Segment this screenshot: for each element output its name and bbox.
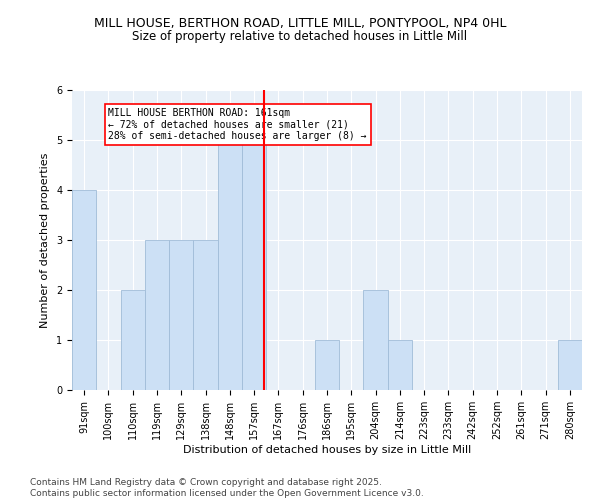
Text: MILL HOUSE BERTHON ROAD: 161sqm
← 72% of detached houses are smaller (21)
28% of: MILL HOUSE BERTHON ROAD: 161sqm ← 72% of… xyxy=(109,108,367,140)
Text: Size of property relative to detached houses in Little Mill: Size of property relative to detached ho… xyxy=(133,30,467,43)
X-axis label: Distribution of detached houses by size in Little Mill: Distribution of detached houses by size … xyxy=(183,445,471,455)
Bar xyxy=(72,190,96,390)
Bar xyxy=(364,290,388,390)
Text: MILL HOUSE, BERTHON ROAD, LITTLE MILL, PONTYPOOL, NP4 0HL: MILL HOUSE, BERTHON ROAD, LITTLE MILL, P… xyxy=(94,18,506,30)
Y-axis label: Number of detached properties: Number of detached properties xyxy=(40,152,50,328)
Bar xyxy=(169,240,193,390)
Bar xyxy=(193,240,218,390)
Bar xyxy=(388,340,412,390)
Text: Contains HM Land Registry data © Crown copyright and database right 2025.
Contai: Contains HM Land Registry data © Crown c… xyxy=(30,478,424,498)
Bar xyxy=(315,340,339,390)
Bar xyxy=(145,240,169,390)
Bar xyxy=(121,290,145,390)
Bar xyxy=(242,140,266,390)
Bar xyxy=(218,140,242,390)
Bar xyxy=(558,340,582,390)
